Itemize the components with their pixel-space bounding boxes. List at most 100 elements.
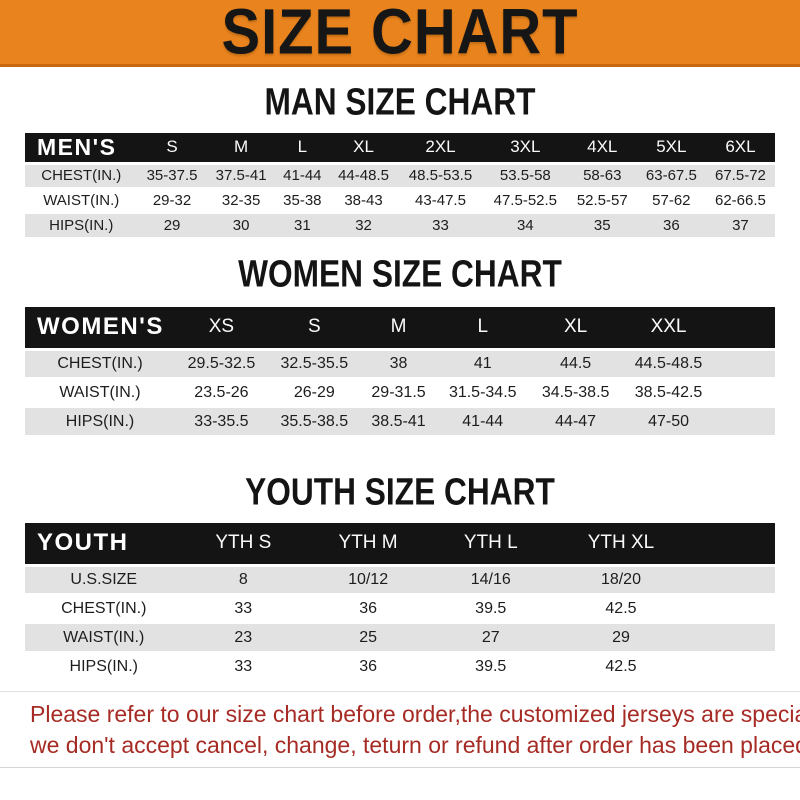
size-cell: 38-43 <box>329 188 399 214</box>
youth-table-row: WAIST(IN.) 23 25 27 29 <box>25 623 775 653</box>
men-table-title: MEN'S <box>25 133 138 165</box>
men-table-row: HIPS(IN.) 29 30 31 32 33 34 35 36 37 <box>25 213 775 239</box>
size-cell: 32.5-35.5 <box>267 349 361 379</box>
women-table-title: WOMEN'S <box>25 307 175 351</box>
row-label: CHEST(IN.) <box>25 594 183 624</box>
youth-column-header: YTH XL <box>549 523 693 567</box>
size-cell: 10/12 <box>304 565 433 595</box>
women-table-row: CHEST(IN.) 29.5-32.5 32.5-35.5 38 41 44.5 44.5… <box>25 349 775 379</box>
men-column-header: L <box>275 133 329 165</box>
row-label: HIPS(IN.) <box>25 652 183 682</box>
men-column-header: 3XL <box>482 133 568 165</box>
women-table-wrap: WOMEN'S XS S M L XL XXL CHEST(IN.) 29.5-32.5 32.5… <box>25 307 775 437</box>
size-cell: 35-37.5 <box>137 163 207 189</box>
size-cell: 29-31.5 <box>360 378 437 408</box>
row-label: CHEST(IN.) <box>25 349 175 379</box>
youth-column-header: YTH M <box>304 523 433 567</box>
women-header-row: WOMEN'S XS S M L XL XXL <box>25 307 775 351</box>
size-cell: 18/20 <box>549 565 693 595</box>
size-cell: 25 <box>304 623 433 653</box>
youth-section-heading: YOUTH SIZE CHART <box>0 437 800 523</box>
size-cell: 53.5-58 <box>482 163 568 189</box>
spacer-cell <box>715 378 775 408</box>
spacer-cell <box>715 349 775 379</box>
size-cell: 47-50 <box>622 407 715 437</box>
men-heading-text: MAN SIZE CHART <box>264 79 536 124</box>
row-label: CHEST(IN.) <box>25 163 138 189</box>
men-column-header: S <box>137 133 207 165</box>
youth-table-row: U.S.SIZE 8 10/12 14/16 18/20 <box>25 565 775 595</box>
size-cell: 33 <box>182 652 305 682</box>
youth-header-row: YOUTH YTH S YTH M YTH L YTH XL <box>25 523 775 567</box>
size-cell: 29 <box>549 623 693 653</box>
size-cell: 42.5 <box>549 652 693 682</box>
men-column-header: 5XL <box>636 133 706 165</box>
size-cell: 52.5-57 <box>567 188 637 214</box>
size-cell: 41-44 <box>436 407 530 437</box>
row-label: HIPS(IN.) <box>25 213 138 239</box>
size-cell: 30 <box>206 213 276 239</box>
youth-size-table: YOUTH YTH S YTH M YTH L YTH XL U.S.SIZE 8 10/12… <box>25 523 775 682</box>
size-cell: 27 <box>432 623 550 653</box>
women-heading-text: WOMEN SIZE CHART <box>238 251 562 296</box>
women-column-header: M <box>360 307 437 351</box>
order-note-line-1: Please refer to our size chart before or… <box>30 701 800 727</box>
size-cell: 58-63 <box>567 163 637 189</box>
size-cell: 32-35 <box>206 188 276 214</box>
size-cell: 44-48.5 <box>329 163 399 189</box>
size-cell: 34 <box>482 213 568 239</box>
size-cell: 36 <box>304 594 433 624</box>
row-label: WAIST(IN.) <box>25 623 183 653</box>
men-column-header: 2XL <box>398 133 483 165</box>
spacer-cell <box>715 407 775 437</box>
youth-column-header: YTH L <box>432 523 550 567</box>
size-cell: 32 <box>329 213 399 239</box>
women-section: WOMEN SIZE CHART WOMEN'S XS S M L XL XXL CHEST(… <box>0 239 800 437</box>
size-cell: 37.5-41 <box>206 163 276 189</box>
size-cell: 43-47.5 <box>398 188 483 214</box>
size-cell: 35-38 <box>275 188 329 214</box>
size-cell: 62-66.5 <box>705 188 775 214</box>
men-column-header: M <box>206 133 276 165</box>
size-cell: 14/16 <box>432 565 550 595</box>
spacer-cell <box>692 565 775 595</box>
men-header-row: MEN'S S M L XL 2XL 3XL 4XL 5XL 6XL <box>25 133 775 165</box>
men-column-header: 6XL <box>705 133 775 165</box>
women-table-row: HIPS(IN.) 33-35.5 35.5-38.5 38.5-41 41-44 44-… <box>25 407 775 437</box>
row-label: WAIST(IN.) <box>25 188 138 214</box>
size-cell: 44.5-48.5 <box>622 349 715 379</box>
size-cell: 35.5-38.5 <box>267 407 361 437</box>
size-cell: 39.5 <box>432 652 550 682</box>
youth-table-title: YOUTH <box>25 523 183 567</box>
women-section-heading: WOMEN SIZE CHART <box>0 239 800 307</box>
order-note-line-2: we don't accept cancel, change, teturn o… <box>30 732 800 758</box>
size-cell: 67.5-72 <box>705 163 775 189</box>
youth-table-wrap: YOUTH YTH S YTH M YTH L YTH XL U.S.SIZE 8 10/12… <box>25 523 775 682</box>
size-cell: 38 <box>360 349 437 379</box>
size-cell: 33 <box>398 213 483 239</box>
men-column-header: 4XL <box>567 133 637 165</box>
women-size-table: WOMEN'S XS S M L XL XXL CHEST(IN.) 29.5-32.5 32.5… <box>25 307 775 437</box>
size-cell: 42.5 <box>549 594 693 624</box>
size-cell: 33-35.5 <box>175 407 268 437</box>
row-label: U.S.SIZE <box>25 565 183 595</box>
youth-section: YOUTH SIZE CHART YOUTH YTH S YTH M YTH L YTH… <box>0 437 800 682</box>
size-cell: 34.5-38.5 <box>529 378 623 408</box>
size-cell: 47.5-52.5 <box>482 188 568 214</box>
women-column-header: XS <box>175 307 268 351</box>
size-cell: 29 <box>137 213 207 239</box>
size-cell: 44.5 <box>529 349 623 379</box>
women-table-row: WAIST(IN.) 23.5-26 26-29 29-31.5 31.5-34.5 34… <box>25 378 775 408</box>
youth-table-row: CHEST(IN.) 33 36 39.5 42.5 <box>25 594 775 624</box>
youth-column-header: YTH S <box>182 523 305 567</box>
men-table-wrap: MEN'S S M L XL 2XL 3XL 4XL 5XL 6XL CHEST(IN.) 35-37… <box>25 133 775 239</box>
row-label: WAIST(IN.) <box>25 378 175 408</box>
size-cell: 57-62 <box>636 188 706 214</box>
size-cell: 26-29 <box>267 378 361 408</box>
spacer-cell <box>692 623 775 653</box>
size-cell: 63-67.5 <box>636 163 706 189</box>
size-cell: 41-44 <box>275 163 329 189</box>
banner-title: SIZE CHART <box>221 0 579 68</box>
spacer-cell <box>715 307 775 351</box>
spacer-cell <box>692 594 775 624</box>
